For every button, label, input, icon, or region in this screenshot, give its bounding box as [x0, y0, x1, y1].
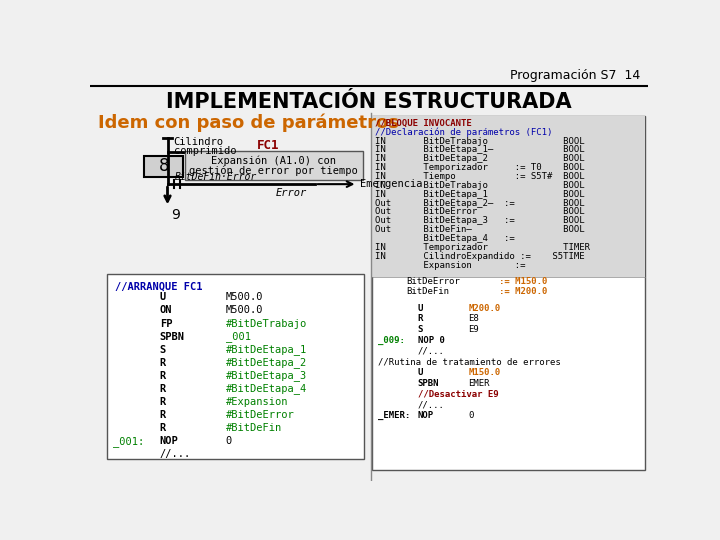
Text: Out      BitDeFin—                 BOOL: Out BitDeFin— BOOL [375, 225, 585, 234]
Text: EMER: EMER [468, 379, 490, 388]
Text: //...: //... [418, 401, 445, 410]
Text: R: R [160, 384, 166, 394]
Text: SPBN: SPBN [418, 379, 439, 388]
Text: //Rutina de tratamiento de errores: //Rutina de tratamiento de errores [378, 357, 561, 367]
Text: U: U [418, 368, 423, 377]
Text: BitDeEtapa_4   :=: BitDeEtapa_4 := [375, 234, 590, 243]
Text: //...: //... [160, 449, 191, 460]
Text: Emergencia: Emergencia [360, 179, 422, 189]
Text: M500.0: M500.0 [225, 292, 263, 302]
Text: IN       BitDeTrabajo              BOOL: IN BitDeTrabajo BOOL [375, 137, 585, 146]
Text: IN       BitDeEtapa_1              BOOL: IN BitDeEtapa_1 BOOL [375, 190, 585, 199]
Text: Programación S7  14: Programación S7 14 [510, 69, 640, 82]
Text: := M200.0: := M200.0 [499, 287, 548, 296]
Text: #BitDeFin: #BitDeFin [225, 423, 282, 433]
Text: #BitDeTrabajo: #BitDeTrabajo [225, 319, 307, 328]
Text: NOP: NOP [418, 411, 434, 421]
Text: U: U [160, 292, 166, 302]
Text: M200.0: M200.0 [468, 303, 500, 313]
Text: #BitDeError: #BitDeError [225, 410, 294, 420]
Text: := M150.0: := M150.0 [499, 278, 548, 286]
Text: M500.0: M500.0 [225, 306, 263, 315]
Text: //Declaración de parámetros (FC1): //Declaración de parámetros (FC1) [375, 127, 552, 137]
Text: #Expansion: #Expansion [225, 397, 288, 407]
Text: 0: 0 [468, 411, 474, 421]
Text: IN       BitDeEtapa_2              BOOL: IN BitDeEtapa_2 BOOL [375, 154, 585, 163]
Text: S: S [160, 345, 166, 355]
Text: 8: 8 [158, 158, 169, 176]
Text: 9: 9 [171, 208, 180, 222]
Text: //Desactivar E9: //Desactivar E9 [418, 390, 498, 399]
Text: M150.0: M150.0 [468, 368, 500, 377]
Text: #BitDeEtapa_1: #BitDeEtapa_1 [225, 344, 307, 355]
Text: IN       Temporizador              TIMER: IN Temporizador TIMER [375, 243, 590, 252]
Text: R: R [160, 397, 166, 407]
Text: 0: 0 [225, 436, 232, 447]
Text: SPBN: SPBN [160, 332, 185, 342]
Text: BitDeError: BitDeError [406, 278, 460, 286]
Text: R: R [160, 410, 166, 420]
Text: //...: //... [418, 347, 445, 356]
FancyBboxPatch shape [184, 151, 363, 180]
Text: BitDeFin·Error: BitDeFin·Error [175, 172, 258, 182]
Text: #BitDeEtapa_2: #BitDeEtapa_2 [225, 357, 307, 368]
Text: #BitDeEtapa_4: #BitDeEtapa_4 [225, 383, 307, 394]
Text: NOP: NOP [160, 436, 179, 447]
Text: E9: E9 [468, 325, 479, 334]
Text: ON: ON [160, 306, 172, 315]
Text: IN       BitDeEtapa_1—             BOOL: IN BitDeEtapa_1— BOOL [375, 145, 585, 154]
Text: R: R [160, 371, 166, 381]
Text: U: U [418, 303, 423, 313]
Text: S: S [418, 325, 423, 334]
Text: Expansion        :=: Expansion := [375, 260, 590, 269]
Text: _001: _001 [225, 331, 251, 342]
Text: NOP 0: NOP 0 [418, 336, 445, 345]
Text: _001:: _001: [113, 436, 145, 447]
Text: R: R [160, 423, 166, 433]
Text: comprimido: comprimido [174, 146, 236, 156]
FancyBboxPatch shape [372, 116, 645, 278]
Text: R: R [160, 358, 166, 368]
Text: #BitDeEtapa_3: #BitDeEtapa_3 [225, 370, 307, 381]
Text: //ARRANQUE FC1: //ARRANQUE FC1 [114, 281, 202, 292]
Text: FC1: FC1 [256, 139, 279, 152]
FancyBboxPatch shape [372, 116, 645, 470]
Text: BitDeFin: BitDeFin [406, 287, 449, 296]
Text: Cilindro: Cilindro [174, 137, 224, 147]
Text: IN       BitDeTrabajo              BOOL: IN BitDeTrabajo BOOL [375, 181, 585, 190]
Text: Out      BitDeError                BOOL: Out BitDeError BOOL [375, 207, 585, 217]
Text: gestión de error por tiempo: gestión de error por tiempo [189, 166, 358, 176]
Text: Error: Error [276, 188, 307, 198]
Text: Out      BitDeEtapa_3   :=         BOOL: Out BitDeEtapa_3 := BOOL [375, 216, 585, 225]
Text: Out      BitDeEtapa_2—  :=         BOOL: Out BitDeEtapa_2— := BOOL [375, 199, 585, 207]
Text: IN       Tiempo           := S5T#  BOOL: IN Tiempo := S5T# BOOL [375, 172, 585, 181]
FancyBboxPatch shape [107, 274, 364, 459]
Text: _009:: _009: [378, 336, 405, 345]
Text: E8: E8 [468, 314, 479, 323]
Text: R: R [418, 314, 423, 323]
Text: IMPLEMENTACIÓN ESTRUCTURADA: IMPLEMENTACIÓN ESTRUCTURADA [166, 92, 572, 112]
Text: Expansión (A1.0) con: Expansión (A1.0) con [211, 156, 336, 166]
Text: FP: FP [160, 319, 172, 328]
FancyBboxPatch shape [144, 156, 183, 177]
Text: IN       CilindroExpandido :=    S5TIME: IN CilindroExpandido := S5TIME [375, 252, 585, 261]
Text: //BLOQUE INVOCANTE: //BLOQUE INVOCANTE [375, 119, 472, 128]
Text: _EMER:: _EMER: [378, 411, 410, 421]
Text: Idem con paso de parámetros: Idem con paso de parámetros [98, 113, 399, 132]
Text: IN       Temporizador     := T0    BOOL: IN Temporizador := T0 BOOL [375, 163, 585, 172]
